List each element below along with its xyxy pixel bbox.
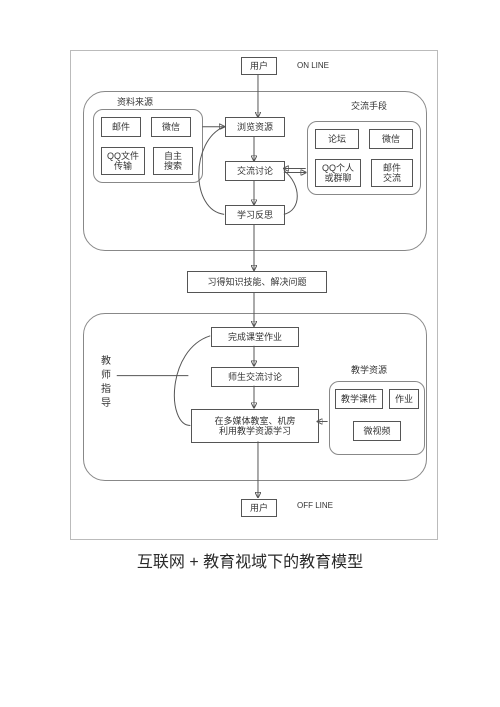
node-discuss: 交流讨论 (225, 161, 285, 181)
node-reflect: 学习反思 (225, 205, 285, 225)
node-mail: 邮件 (101, 117, 141, 137)
label-teachres: 教学资源 (351, 363, 387, 376)
node-selfsearch: 自主 搜索 (153, 147, 193, 175)
node-microvideo: 微视频 (353, 421, 401, 441)
node-mailx: 邮件 交流 (371, 159, 413, 187)
node-user-bottom: 用户 (241, 499, 277, 517)
label-sources: 资料来源 (117, 95, 153, 108)
node-bridge: 习得知识技能、解决问题 (187, 271, 327, 293)
node-tsdiscuss: 师生交流讨论 (211, 367, 299, 387)
node-forum: 论坛 (315, 129, 359, 149)
node-homework: 完成课堂作业 (211, 327, 299, 347)
tg4: 导 (101, 398, 111, 409)
node-qqchat: QQ个人 或群聊 (315, 159, 361, 187)
tg1: 教 (101, 356, 111, 367)
node-wechat-means: 微信 (369, 129, 413, 149)
node-labstudy: 在多媒体教室、机房 利用教学资源学习 (191, 409, 319, 443)
node-wechat-src: 微信 (151, 117, 191, 137)
tg3: 指 (101, 384, 111, 395)
node-user-top: 用户 (241, 57, 277, 75)
label-means: 交流手段 (351, 99, 387, 112)
label-offline: OFF LINE (297, 501, 333, 510)
node-work: 作业 (389, 389, 419, 409)
label-teacher-guide: 教 师 指 导 (101, 355, 113, 411)
node-browse: 浏览资源 (225, 117, 285, 137)
node-courseware: 教学课件 (335, 389, 383, 409)
label-online: ON LINE (297, 61, 329, 70)
diagram-area: 用户 ON LINE 资料来源 邮件 微信 QQ文件 传输 自主 搜索 浏览资源… (70, 50, 438, 540)
node-qqfile: QQ文件 传输 (101, 147, 145, 175)
tg2: 师 (101, 370, 111, 381)
caption: 互联网 + 教育视域下的教育模型 (0, 548, 500, 572)
